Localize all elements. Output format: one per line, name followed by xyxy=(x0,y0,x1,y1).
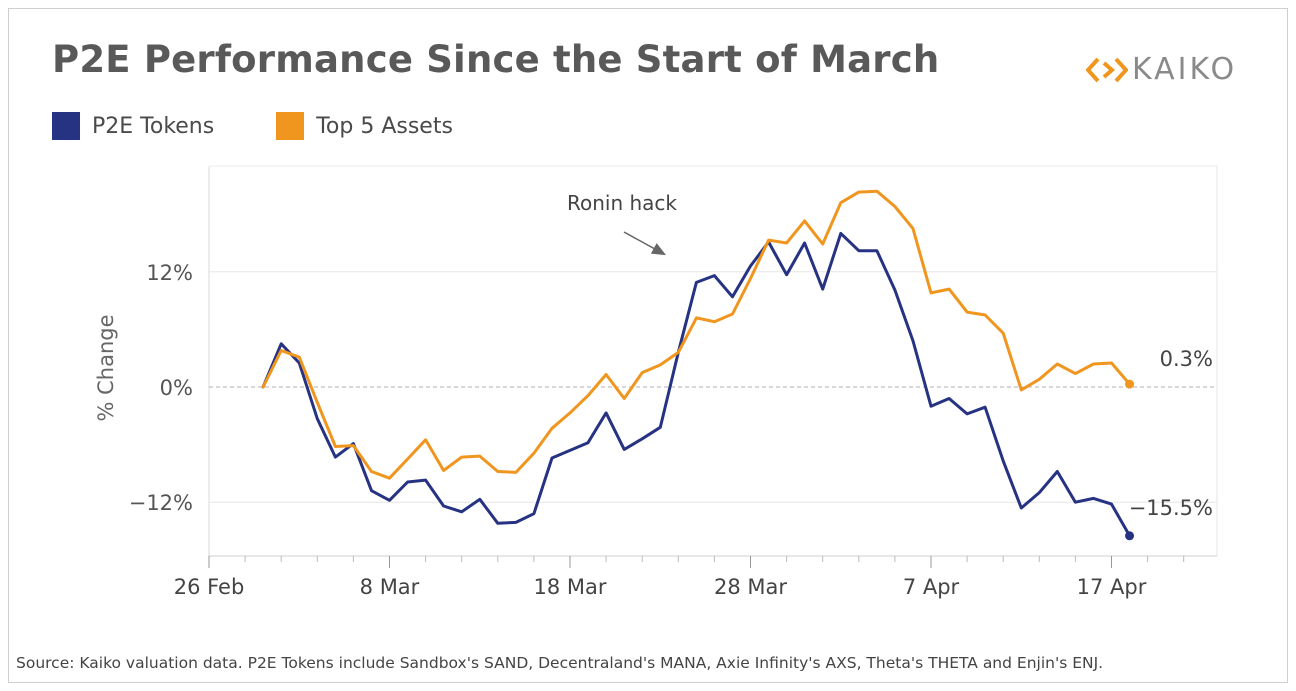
y-axis-title: % Change xyxy=(94,314,118,421)
kaiko-logo: KAIKO xyxy=(1086,52,1237,87)
series-end-marker-top5 xyxy=(1125,379,1135,389)
annotation-arrowhead xyxy=(650,243,667,256)
legend-item-top5: Top 5 Assets xyxy=(276,112,453,140)
legend-swatch-p2e xyxy=(52,112,80,140)
series-end-label-p2e: −15.5% xyxy=(1129,496,1213,520)
logo-text: KAIKO xyxy=(1132,52,1238,87)
kaiko-chevrons-logo-icon xyxy=(1086,57,1128,82)
y-tick-label: 12% xyxy=(146,261,193,285)
series-end-marker-p2e xyxy=(1125,531,1135,541)
legend: P2E Tokens Top 5 Assets xyxy=(52,112,453,140)
annotation-label: Ronin hack xyxy=(567,191,677,215)
chart-title: P2E Performance Since the Start of March xyxy=(52,38,940,81)
x-tick-label: 18 Mar xyxy=(533,575,606,599)
x-tick-label: 17 Apr xyxy=(1077,575,1147,599)
legend-label-p2e: P2E Tokens xyxy=(92,113,215,139)
legend-label-top5: Top 5 Assets xyxy=(316,113,453,139)
x-tick-label: 8 Mar xyxy=(360,575,420,599)
x-tick-label: 28 Mar xyxy=(714,575,787,599)
x-tick-label: 7 Apr xyxy=(903,575,960,599)
series-end-label-top5: 0.3% xyxy=(1160,347,1213,371)
chart-frame xyxy=(8,8,1288,683)
source-note: Source: Kaiko valuation data. P2E Tokens… xyxy=(16,654,1104,672)
legend-swatch-top5 xyxy=(276,112,305,140)
y-tick-label: −12% xyxy=(129,491,193,515)
x-tick-label: 26 Feb xyxy=(174,575,245,599)
y-tick-label: 0% xyxy=(160,376,193,400)
series-line-p2e xyxy=(261,231,1132,538)
legend-item-p2e: P2E Tokens xyxy=(52,112,214,140)
series-line-top5 xyxy=(261,189,1132,480)
